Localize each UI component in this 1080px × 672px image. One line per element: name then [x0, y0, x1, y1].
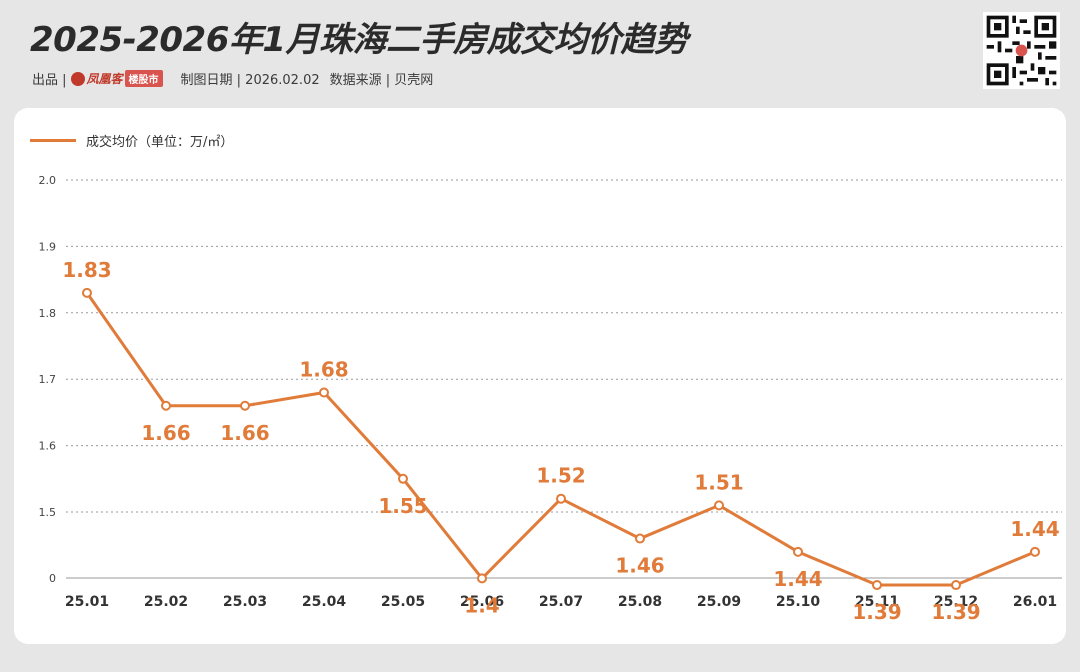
y-tick-label: 2.0	[39, 174, 57, 187]
data-label: 1.39	[852, 600, 901, 624]
x-tick-label: 26.01	[1013, 594, 1057, 610]
producer-label: 出品 |	[32, 73, 67, 88]
legend-label: 成交均价（单位：万/㎡）	[86, 135, 234, 150]
x-tick-label: 25.09	[697, 594, 741, 610]
data-point	[872, 580, 882, 591]
data-point	[240, 400, 250, 411]
data-label: 1.39	[931, 600, 980, 624]
brand-logo-text: 凤凰客	[86, 72, 123, 86]
x-tick-label: 25.12	[934, 594, 978, 610]
x-tick-label: 25.04	[302, 594, 347, 610]
chart-legend: 成交均价（单位：万/㎡）	[30, 131, 233, 150]
data-point	[398, 473, 408, 484]
data-point	[635, 533, 645, 544]
data-label: 1.83	[62, 258, 111, 282]
data-point	[477, 573, 487, 584]
chart-date: 制图日期 | 2026.02.02	[180, 73, 320, 88]
data-label: 1.52	[536, 464, 585, 488]
brand-logo-box: 楼股市	[124, 70, 163, 87]
data-label: 1.4	[464, 593, 499, 617]
data-point	[556, 493, 566, 504]
data-label: 1.46	[615, 554, 664, 578]
y-tick-label: 0	[49, 572, 56, 585]
x-tick-label: 25.07	[539, 594, 583, 610]
x-tick-label: 25.03	[223, 594, 267, 610]
data-label: 1.66	[141, 421, 190, 445]
brand-logo: 凤凰客 楼股市	[70, 70, 163, 87]
data-point	[714, 500, 724, 511]
data-point	[1030, 546, 1040, 557]
data-point	[951, 580, 961, 591]
x-tick-label: 25.06	[460, 594, 504, 610]
x-tick-label: 25.05	[381, 594, 425, 610]
legend-swatch	[30, 139, 76, 142]
y-tick-label: 1.6	[39, 440, 57, 453]
y-tick-label: 1.9	[39, 240, 57, 253]
x-tick-label: 25.02	[144, 594, 188, 610]
data-label: 1.68	[299, 357, 348, 381]
meta-line: 出品 | 凤凰客 楼股市 制图日期 | 2026.02.02 数据来源 | 贝壳…	[32, 69, 433, 88]
y-tick-label: 1.7	[39, 373, 57, 386]
x-tick-label: 25.11	[855, 594, 899, 610]
x-tick-label: 25.10	[776, 594, 821, 610]
qr-code-icon	[983, 12, 1060, 89]
y-tick-label: 1.8	[39, 307, 57, 320]
x-tick-label: 25.08	[618, 594, 662, 610]
data-label: 1.44	[773, 567, 822, 591]
data-point	[161, 400, 171, 411]
data-point	[793, 546, 803, 557]
chart-title: 2025-2026年1月珠海二手房成交均价趋势	[30, 20, 688, 60]
x-tick-label: 25.01	[65, 594, 109, 610]
data-label: 1.55	[378, 494, 427, 518]
data-label: 1.66	[220, 421, 269, 445]
data-point	[82, 287, 92, 298]
y-tick-label: 1.5	[39, 506, 57, 519]
chart-card	[14, 108, 1066, 644]
data-source: 数据来源 | 贝壳网	[329, 73, 434, 88]
mascot-icon	[70, 71, 85, 86]
data-label: 1.51	[694, 470, 743, 494]
data-point	[319, 387, 329, 398]
data-label: 1.44	[1010, 517, 1059, 541]
